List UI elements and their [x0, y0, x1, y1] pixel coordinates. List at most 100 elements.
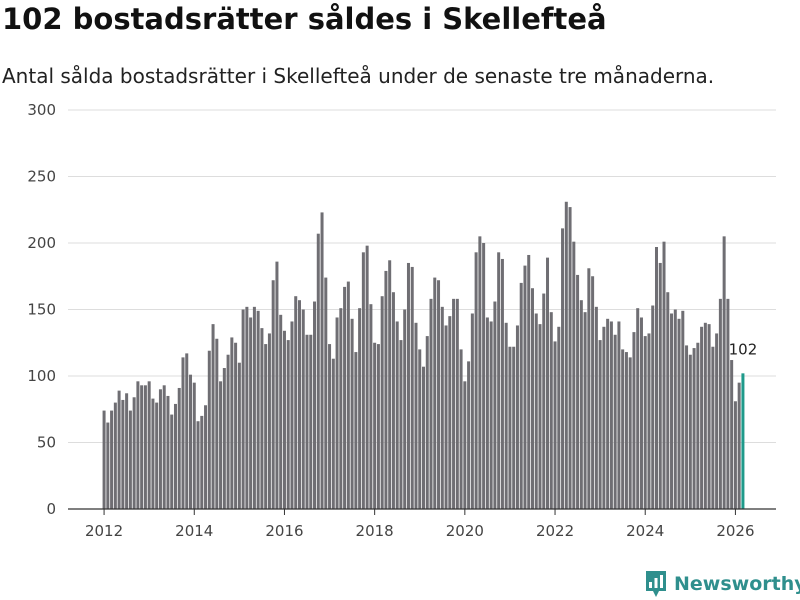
bar — [670, 313, 674, 509]
bar — [192, 382, 196, 509]
bar — [204, 405, 208, 509]
bar — [136, 381, 140, 509]
bar — [256, 310, 260, 509]
bar — [425, 336, 429, 509]
bar — [613, 334, 617, 509]
bar — [707, 324, 711, 509]
bar — [549, 312, 553, 509]
bar — [621, 349, 625, 509]
bar — [730, 360, 734, 509]
bar — [677, 318, 681, 509]
bar — [553, 341, 557, 509]
bar — [512, 346, 516, 509]
bar — [162, 385, 166, 509]
bar — [470, 313, 474, 509]
bar — [113, 402, 117, 509]
bar — [437, 280, 441, 509]
bar — [155, 402, 159, 509]
bar — [297, 300, 301, 509]
bar — [583, 312, 587, 509]
bar — [722, 236, 726, 509]
bar — [696, 342, 700, 509]
bar — [271, 280, 275, 509]
bar — [422, 366, 426, 509]
bar — [609, 321, 613, 509]
bar — [504, 322, 508, 509]
y-tick-label: 300 — [27, 101, 56, 119]
bar — [305, 334, 309, 509]
bar — [125, 393, 129, 509]
bar — [219, 381, 223, 509]
bar — [632, 332, 636, 509]
bar — [418, 349, 422, 509]
bar — [147, 381, 151, 509]
bar — [328, 344, 332, 509]
bar — [448, 316, 452, 509]
bar — [726, 298, 730, 509]
bar — [579, 300, 583, 509]
bar — [316, 233, 320, 509]
bar — [467, 361, 471, 509]
bar — [681, 310, 685, 509]
bar — [493, 301, 497, 509]
bar — [527, 254, 531, 509]
bar — [673, 309, 677, 509]
bar — [226, 354, 230, 509]
bar — [346, 281, 350, 509]
bar — [350, 318, 354, 509]
chart-title: 102 bostadsrätter såldes i Skellefteå — [2, 2, 607, 36]
bar — [658, 262, 662, 509]
bar — [309, 334, 313, 509]
bar — [406, 262, 410, 509]
bar — [433, 277, 437, 509]
brand-name: Newsworthy — [674, 573, 800, 595]
y-tick-label: 0 — [46, 500, 56, 518]
bar — [703, 322, 707, 509]
bar — [181, 357, 185, 509]
newsworthy-logo-icon — [646, 571, 666, 597]
bar — [692, 348, 696, 509]
bar — [106, 422, 110, 509]
bar — [602, 326, 606, 509]
bar — [335, 317, 339, 509]
bar — [196, 421, 200, 509]
bar — [478, 236, 482, 509]
bar — [166, 395, 170, 509]
bar — [222, 368, 226, 509]
last-value-label: 102 — [729, 340, 758, 358]
bar — [711, 346, 715, 509]
bar — [279, 314, 283, 509]
x-tick-label: 2014 — [175, 522, 213, 540]
bar — [399, 340, 403, 509]
bar — [429, 298, 433, 509]
bar — [591, 276, 595, 509]
bar — [132, 397, 136, 509]
bar — [444, 325, 448, 509]
bar — [376, 344, 380, 509]
bar — [358, 308, 362, 509]
bar — [564, 201, 568, 509]
bar — [286, 340, 290, 509]
bar — [365, 245, 369, 509]
bar — [519, 282, 523, 509]
bar — [666, 292, 670, 509]
bar — [294, 296, 298, 509]
bar — [639, 317, 643, 509]
newsworthy-logo[interactable]: Newsworthy — [644, 569, 800, 599]
bar — [651, 305, 655, 509]
bar — [177, 387, 181, 509]
bar — [275, 261, 279, 509]
bar — [515, 325, 519, 509]
bar — [718, 298, 722, 509]
bar — [534, 313, 538, 509]
bar — [497, 252, 501, 509]
x-tick-label: 2024 — [626, 522, 664, 540]
y-tick-label: 150 — [27, 301, 56, 319]
bar — [440, 306, 444, 509]
bar — [598, 340, 602, 509]
bar — [237, 362, 241, 509]
bar — [455, 298, 459, 509]
bar — [158, 389, 162, 509]
bar — [339, 308, 343, 509]
bar — [230, 337, 234, 509]
